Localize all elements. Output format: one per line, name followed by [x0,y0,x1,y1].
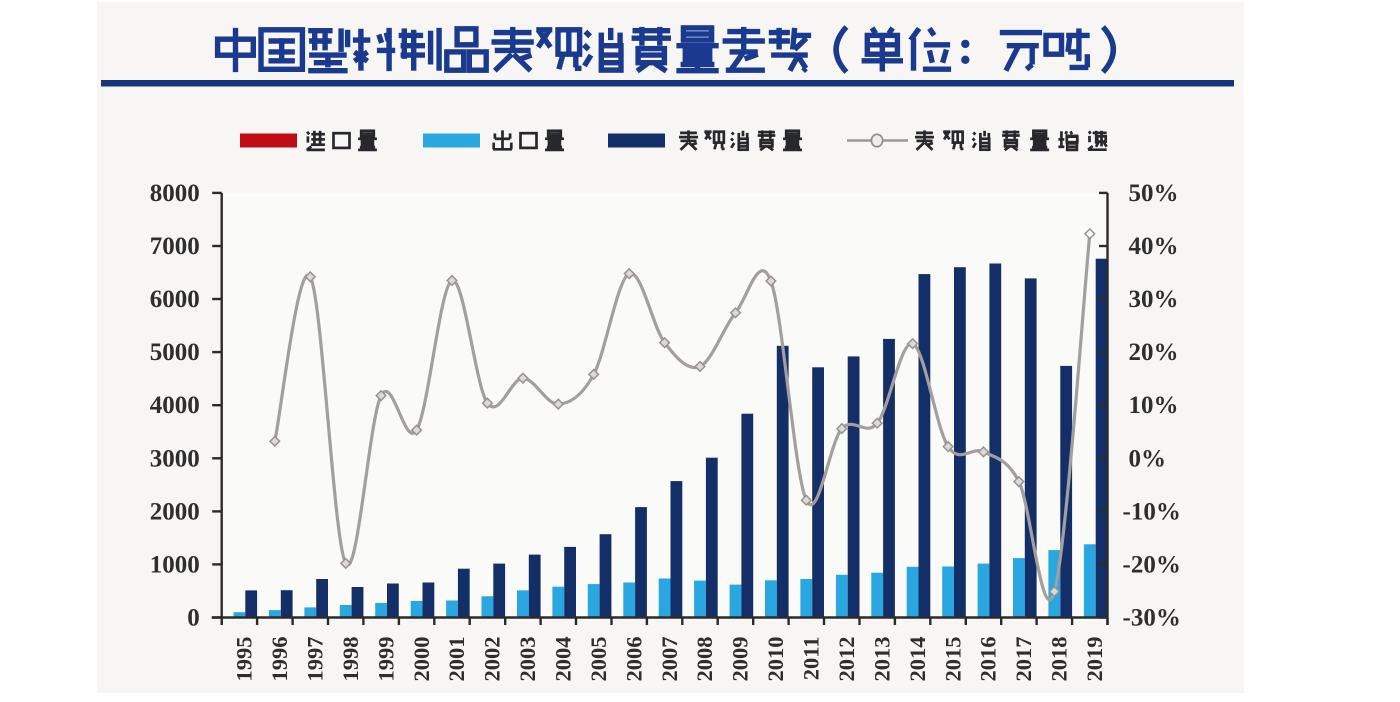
svg-text:1000: 1000 [150,551,200,578]
svg-text:2014: 2014 [905,637,930,682]
svg-text:1997: 1997 [302,637,327,682]
svg-text:2001: 2001 [444,637,469,682]
svg-text:1995: 1995 [232,637,257,682]
svg-text:4000: 4000 [150,392,200,419]
svg-text:50%: 50% [1129,180,1179,207]
svg-text:2000: 2000 [409,637,434,682]
svg-text:3000: 3000 [150,445,200,472]
svg-text:-30%: -30% [1123,605,1181,632]
svg-text:2018: 2018 [1047,637,1072,682]
svg-text:2011: 2011 [798,637,823,681]
svg-text:30%: 30% [1129,286,1179,313]
svg-text:2008: 2008 [692,637,717,682]
svg-text:2013: 2013 [869,637,894,682]
svg-text:10%: 10% [1129,392,1179,419]
svg-text:2004: 2004 [550,637,575,682]
svg-text:2006: 2006 [621,637,646,682]
svg-text:5000: 5000 [150,339,200,366]
svg-text:2010: 2010 [763,637,788,682]
svg-text:2002: 2002 [480,637,505,682]
svg-text:20%: 20% [1129,339,1179,366]
svg-text:2015: 2015 [940,637,965,682]
svg-text:1996: 1996 [267,637,292,682]
svg-text:-10%: -10% [1123,498,1181,525]
svg-text:2019: 2019 [1082,637,1107,682]
svg-text:2000: 2000 [150,498,200,525]
svg-text:2007: 2007 [657,637,682,682]
svg-text:-20%: -20% [1123,551,1181,578]
svg-text:2009: 2009 [728,637,753,682]
svg-text:2003: 2003 [515,637,540,682]
svg-text:0%: 0% [1129,445,1167,472]
svg-text:2017: 2017 [1011,637,1036,682]
svg-text:40%: 40% [1129,233,1179,260]
svg-text:7000: 7000 [150,233,200,260]
svg-text:6000: 6000 [150,286,200,313]
svg-text:8000: 8000 [150,180,200,207]
svg-text:2012: 2012 [834,637,859,682]
svg-text:2016: 2016 [976,637,1001,682]
svg-text:1999: 1999 [373,637,398,682]
svg-text:0: 0 [187,605,200,632]
svg-text:1998: 1998 [338,637,363,682]
svg-text:2005: 2005 [586,637,611,682]
